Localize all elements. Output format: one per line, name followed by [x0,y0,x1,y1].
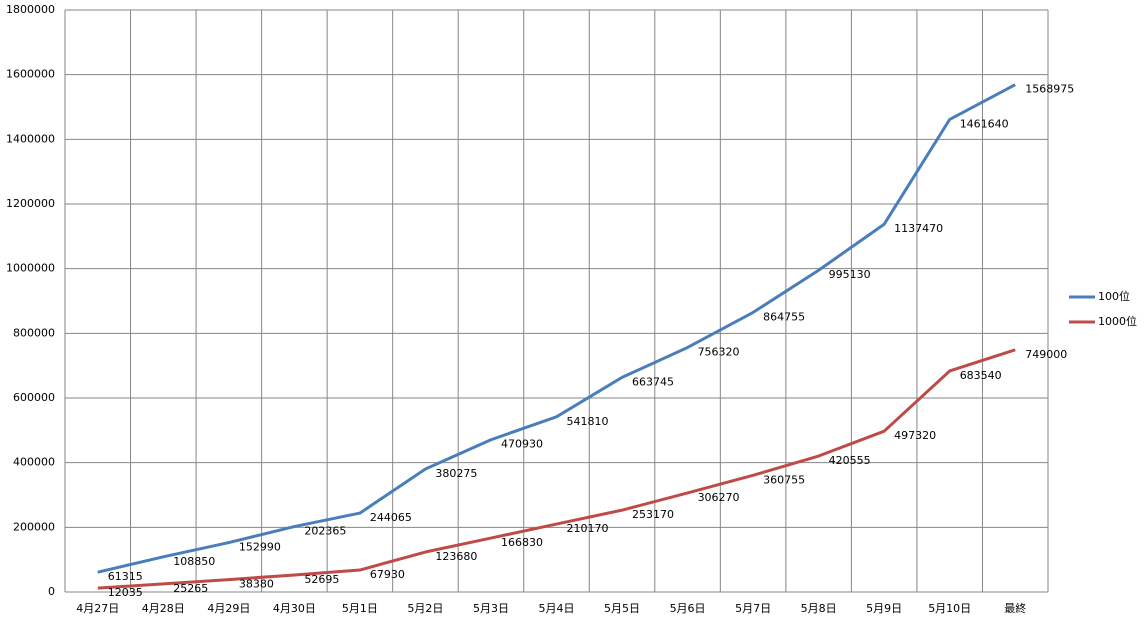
data-label: 52695 [304,573,339,586]
data-label: 253170 [632,508,674,521]
x-tick-label: 5月1日 [342,602,378,615]
data-label: 663745 [632,375,674,388]
y-tick-label: 800000 [13,326,55,339]
y-tick-label: 400000 [13,456,55,469]
data-label: 1568975 [1025,83,1074,96]
data-label: 1461640 [960,117,1009,130]
y-tick-label: 1800000 [6,3,55,16]
x-tick-label: 4月27日 [76,602,119,615]
x-tick-label: 5月9日 [866,602,902,615]
data-label: 38380 [239,578,274,591]
data-label: 497320 [894,429,936,442]
x-tick-label: 5月4日 [539,602,575,615]
x-tick-label: 5月5日 [604,602,640,615]
y-tick-label: 1000000 [6,262,55,275]
data-label: 683540 [960,369,1002,382]
y-tick-label: 200000 [13,520,55,533]
x-tick-label: 5月3日 [473,602,509,615]
data-label: 61315 [108,570,143,583]
legend-label: 1000位 [1098,314,1137,328]
data-label: 995130 [829,268,871,281]
series-line [97,83,1016,574]
data-label: 152990 [239,541,281,554]
data-label: 420555 [829,454,871,467]
data-label: 541810 [567,415,609,428]
data-label: 380275 [435,467,477,480]
data-label: 306270 [698,491,740,504]
x-tick-label: 4月29日 [207,602,250,615]
data-label: 12035 [108,586,143,599]
y-tick-label: 1400000 [6,132,55,145]
data-label: 864755 [763,310,805,323]
data-label: 244065 [370,511,412,524]
x-tick-label: 5月10日 [928,602,971,615]
y-tick-label: 1600000 [6,68,55,81]
x-tick-label: 5月2日 [407,602,443,615]
data-label: 202365 [304,525,346,538]
data-label: 470930 [501,438,543,451]
y-tick-label: 1200000 [6,197,55,210]
series-line [97,348,1016,590]
data-label: 166830 [501,536,543,549]
data-label: 108850 [173,555,215,568]
y-tick-label: 600000 [13,391,55,404]
data-label: 210170 [567,522,609,535]
legend-label: 100位 [1098,289,1130,303]
y-tick-label: 0 [48,585,55,598]
x-tick-label: 5月6日 [670,602,706,615]
x-tick-label: 5月8日 [801,602,837,615]
data-label: 67930 [370,568,405,581]
x-tick-label: 4月28日 [142,602,185,615]
x-tick-label: 最終 [1004,601,1026,615]
data-label: 1137470 [894,222,943,235]
x-tick-label: 4月30日 [273,602,316,615]
x-tick-label: 5月7日 [735,602,771,615]
data-label: 756320 [698,345,740,358]
data-label: 123680 [435,550,477,563]
data-label: 360755 [763,473,805,486]
data-label: 25265 [173,582,208,595]
data-label: 749000 [1025,348,1067,361]
